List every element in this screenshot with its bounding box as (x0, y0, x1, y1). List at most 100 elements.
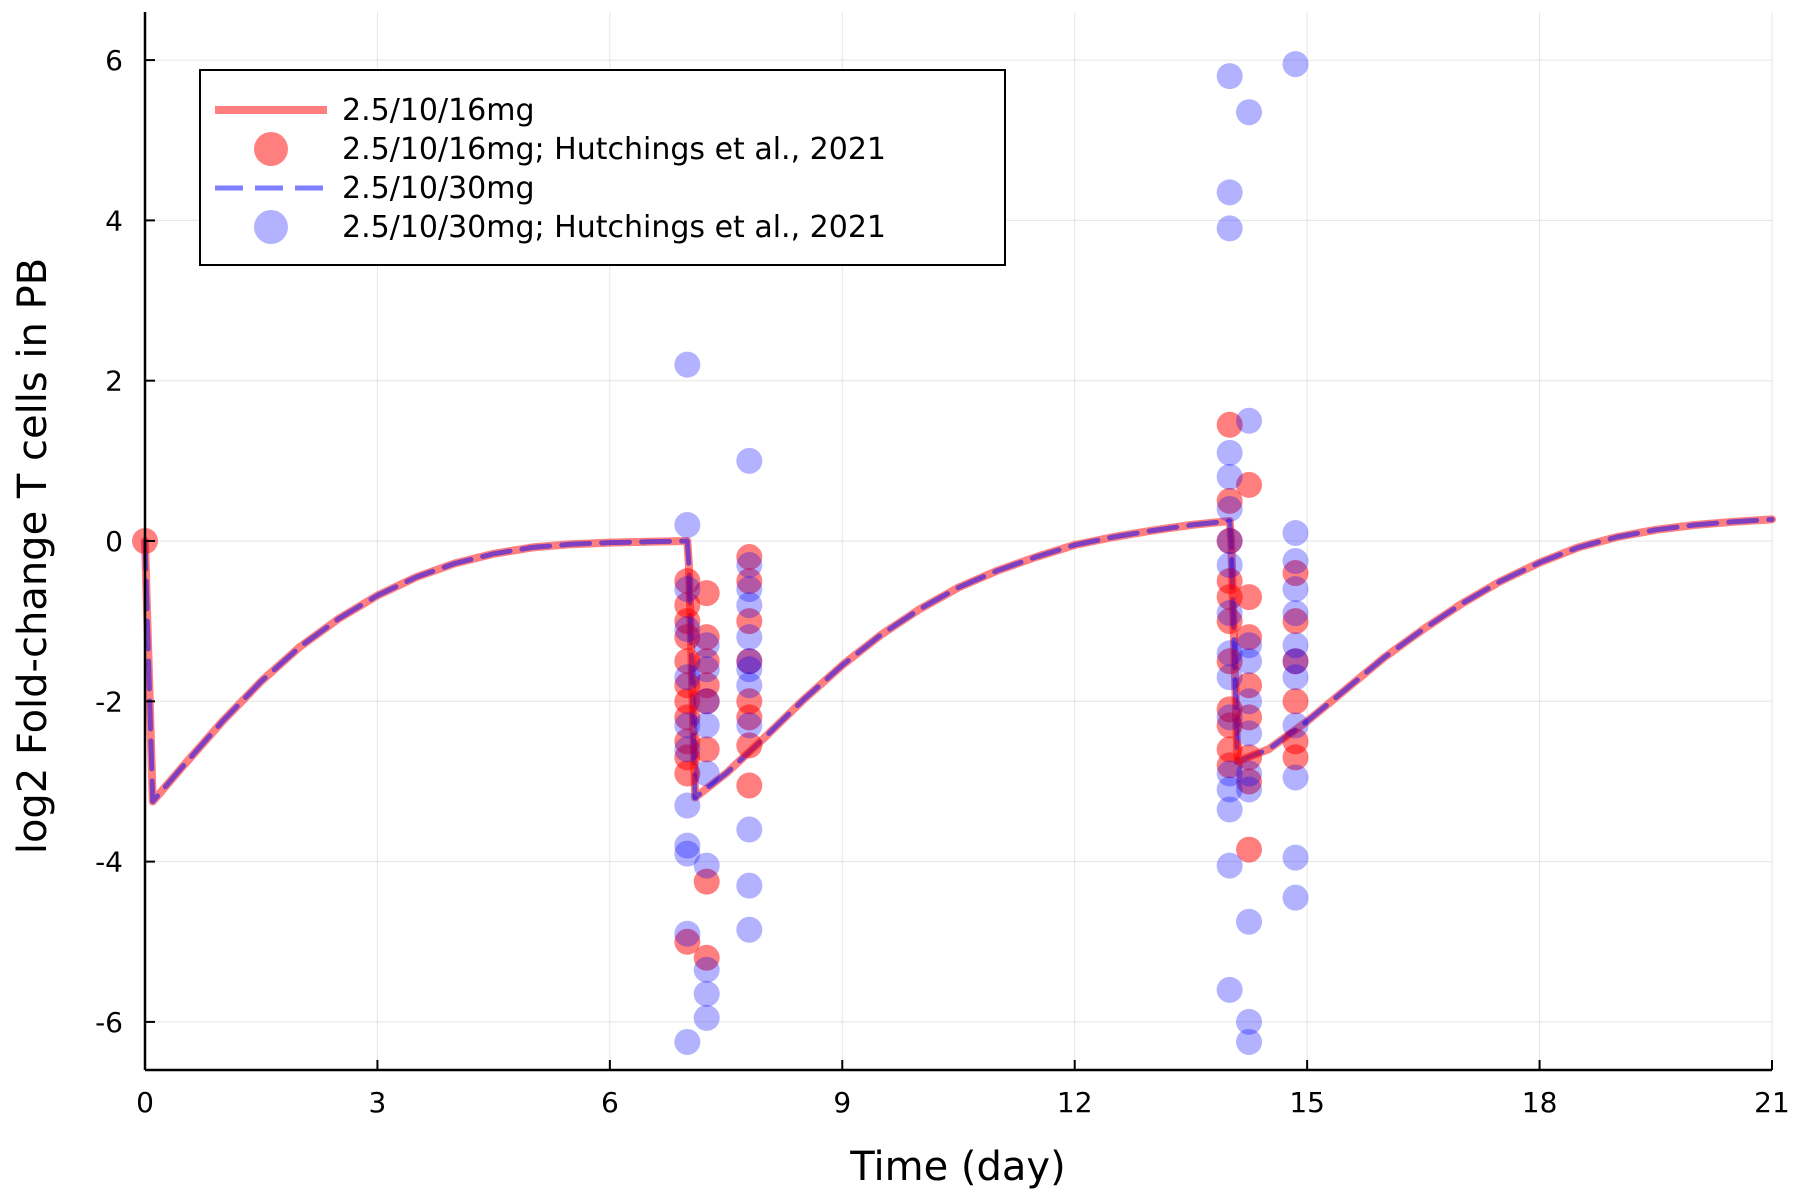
scatter-point-30mg (693, 712, 720, 739)
scatter-point-16mg (674, 704, 701, 731)
scatter-point-30mg (1282, 712, 1309, 739)
scatter-point-16mg (1236, 624, 1263, 651)
scatter-point-16mg (1236, 672, 1263, 699)
scatter-point-16mg (1236, 471, 1263, 498)
scatter-point-30mg (674, 351, 701, 378)
scatter-point-30mg (1216, 600, 1243, 627)
scatter-point-30mg (1282, 764, 1309, 791)
scatter-point-30mg (1216, 552, 1243, 579)
scatter-point-30mg (1236, 1028, 1263, 1055)
scatter-point-16mg (736, 544, 763, 571)
y-tick-label: -2 (95, 685, 123, 718)
x-tick-label: 6 (601, 1086, 619, 1119)
y-axis-label: log2 Fold-change T cells in PB (10, 258, 56, 854)
scatter-point-30mg (1216, 796, 1243, 823)
scatter-point-16mg (693, 868, 720, 895)
scatter-point-16mg (674, 760, 701, 787)
scatter-point-30mg (674, 664, 701, 691)
scatter-point-30mg (1236, 1008, 1263, 1035)
scatter-point-30mg (1216, 704, 1243, 731)
scatter-point-30mg (1236, 720, 1263, 747)
scatter-point-30mg (1236, 99, 1263, 126)
scatter-point-16mg (1216, 528, 1243, 554)
scatter-point-30mg (1282, 600, 1309, 627)
series-line-30mg (142, 516, 1775, 804)
scatter-point-16mg (1216, 411, 1243, 438)
scatter-point-30mg (674, 792, 701, 819)
scatter-point-30mg (1282, 632, 1309, 659)
scatter-point-16mg (1236, 768, 1263, 795)
scatter-point-30mg (1236, 688, 1263, 715)
scatter-point-30mg (1282, 51, 1309, 78)
scatter-point-16mg (1282, 608, 1309, 635)
x-axis-label: Time (day) (849, 1144, 1065, 1190)
scatter-point-16mg (1236, 836, 1263, 863)
scatter-point-16mg (674, 928, 701, 955)
y-tick-label: 6 (105, 44, 123, 77)
scatter-point-16mg (1282, 688, 1309, 715)
x-tick-label: 15 (1289, 1086, 1325, 1119)
legend-box (199, 69, 1006, 266)
scatter-point-16mg (1282, 648, 1309, 675)
scatter-point-16mg (736, 608, 763, 635)
scatter-point-30mg (1282, 664, 1309, 691)
legend-marker-swatch (254, 210, 288, 244)
scatter-point-30mg (674, 832, 701, 859)
scatter-point-30mg (1216, 852, 1243, 879)
scatter-point-30mg (736, 552, 763, 579)
scatter-point-30mg (693, 852, 720, 879)
scatter-point-16mg (693, 648, 720, 675)
x-tick-label: 21 (1754, 1086, 1790, 1119)
scatter-point-16mg (736, 568, 763, 595)
scatter-point-30mg (736, 576, 763, 603)
scatter-point-16mg (693, 624, 720, 651)
scatter-point-30mg (736, 624, 763, 651)
scatter-point-16mg (674, 568, 701, 595)
scatter-point-16mg (1236, 744, 1263, 771)
legend-marker-swatch (254, 132, 288, 166)
scatter-point-30mg (1236, 632, 1263, 659)
scatter-point-30mg (693, 980, 720, 1007)
scatter-point-16mg (1216, 608, 1243, 635)
scatter-point-16mg (1282, 744, 1309, 771)
legend-entry-label: 2.5/10/30mg (342, 171, 535, 206)
scatter-point-30mg (674, 1028, 701, 1055)
scatter-point-30mg (1282, 648, 1309, 675)
scatter-point-30mg (736, 712, 763, 739)
scatter-point-30mg (674, 616, 701, 643)
y-tick-label: -6 (95, 1006, 123, 1039)
scatter-point-16mg (693, 688, 720, 715)
scatter-point-30mg (693, 1004, 720, 1031)
scatter-point-16mg (1216, 584, 1243, 611)
scatter-point-16mg (1236, 584, 1263, 611)
scatter-point-30mg (1216, 215, 1243, 242)
scatter-point-30mg (1282, 548, 1309, 575)
scatter-point-16mg (736, 704, 763, 731)
scatter-point-30mg (674, 712, 701, 739)
scatter-point-16mg (1282, 560, 1309, 587)
scatter-point-30mg (1282, 576, 1309, 603)
y-tick-label: 0 (105, 525, 123, 558)
scatter-point-30mg (1236, 407, 1263, 434)
y-tick-label: 4 (105, 204, 123, 237)
scatter-point-16mg (674, 648, 701, 675)
scatter-point-30mg (736, 672, 763, 699)
scatter-point-30mg (736, 648, 763, 675)
scatter-point-30mg (693, 632, 720, 659)
scatter-point-30mg (693, 956, 720, 983)
legend-entry-label: 2.5/10/30mg; Hutchings et al., 2021 (342, 210, 886, 245)
scatter-point-30mg (1216, 760, 1243, 787)
x-tick-label: 3 (369, 1086, 387, 1119)
scatter-point-30mg (736, 816, 763, 843)
scatter-points (132, 51, 1309, 1055)
ticks: 0 3 6 9 12 15 18 21 -6 -4 -2 0 2 4 6 (95, 44, 1790, 1119)
scatter-point-30mg (693, 688, 720, 715)
y-tick-label: -4 (95, 846, 123, 879)
scatter-point-30mg (1216, 976, 1243, 1003)
x-tick-label: 12 (1057, 1086, 1093, 1119)
scatter-point-30mg (1236, 648, 1263, 675)
scatter-point-30mg (693, 760, 720, 787)
scatter-point-16mg (674, 608, 701, 635)
scatter-point-30mg (1216, 664, 1243, 691)
scatter-point-30mg (736, 916, 763, 943)
